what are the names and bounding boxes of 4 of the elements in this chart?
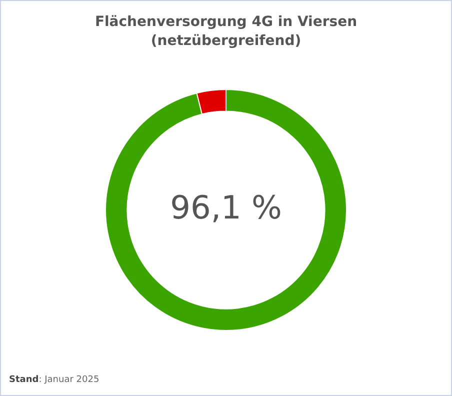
chart-subtitle: (netzübergreifend) [150,32,302,51]
text: Stand: Januar 2025 [9,375,100,385]
chart-title: Flächenversorgung 4G in Viersen [94,13,358,32]
data-label: 96,1 % [170,188,282,226]
